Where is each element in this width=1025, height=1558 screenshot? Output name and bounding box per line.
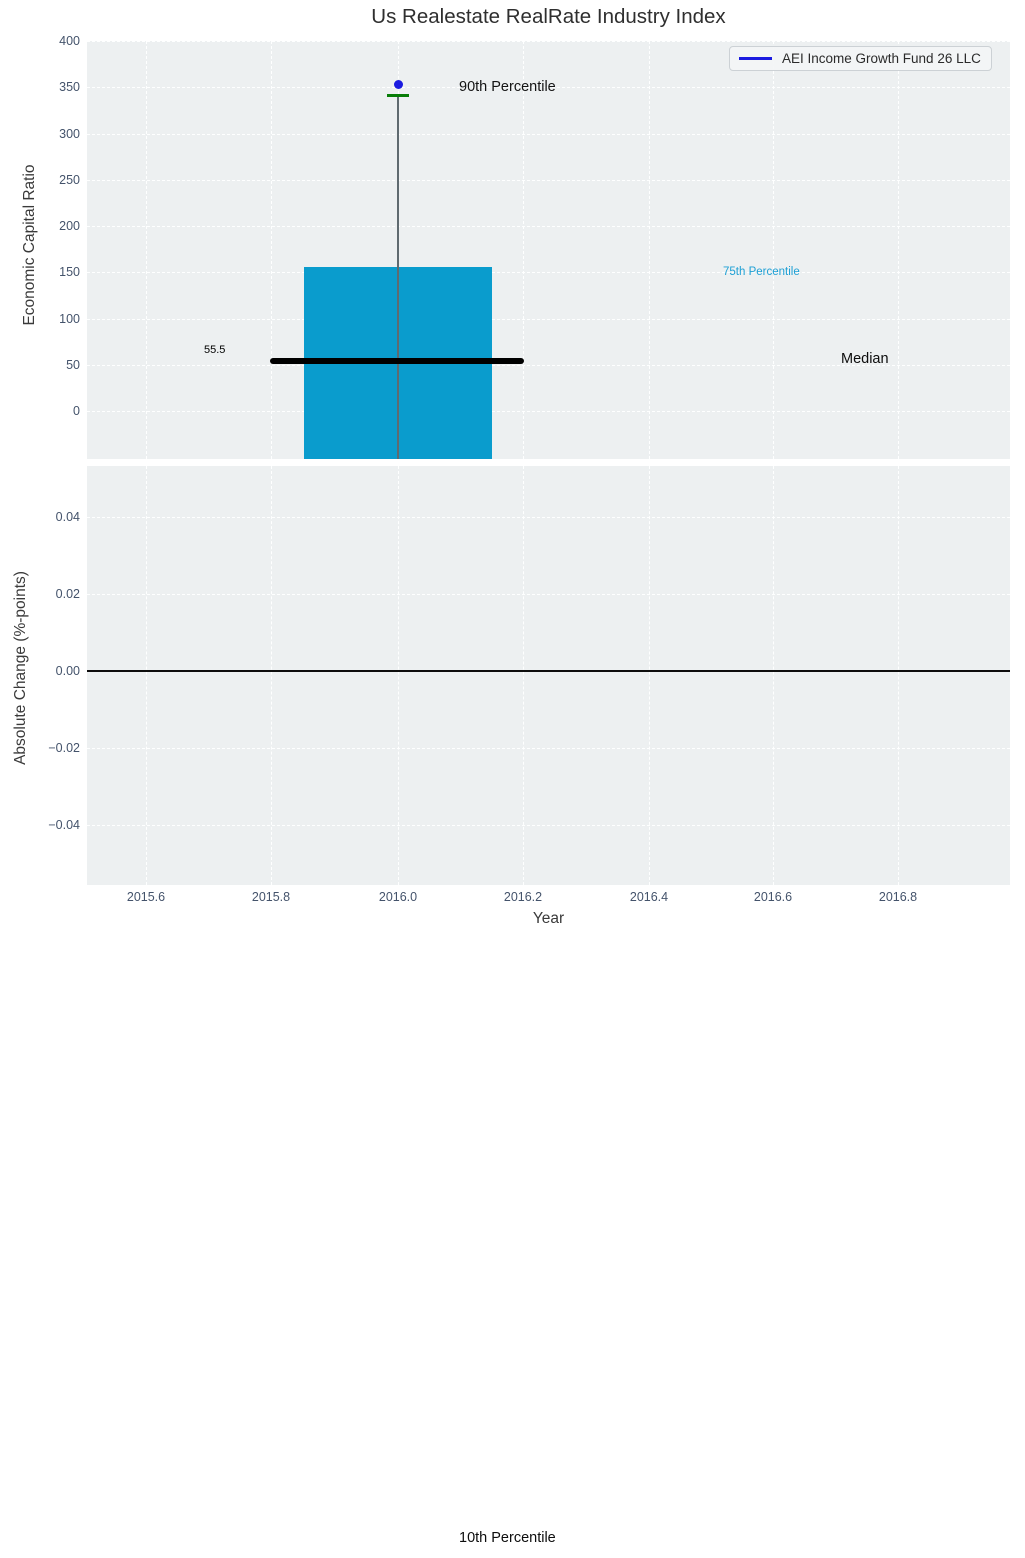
- median-line: [270, 358, 524, 364]
- y-tick-label: 50: [66, 358, 80, 372]
- x-tick-label: 2016.8: [878, 890, 918, 904]
- y-tick-label: 300: [59, 127, 80, 141]
- y-tick-label: 150: [59, 265, 80, 279]
- x-axis-label: Year: [532, 910, 565, 927]
- legend: AEI Income Growth Fund 26 LLC: [729, 46, 992, 71]
- y-tick-label: 0.02: [55, 587, 80, 601]
- x-tick-label: 2016.4: [629, 890, 669, 904]
- y-tick-label: 0.04: [55, 510, 80, 524]
- annotation-90th-percentile: 90th Percentile: [459, 79, 556, 95]
- y-tick-label: 400: [59, 34, 80, 48]
- y-tick-label: −0.04: [48, 818, 80, 832]
- fund-marker-dot: [394, 80, 403, 89]
- y-tick-label: 250: [59, 173, 80, 187]
- legend-label: AEI Income Growth Fund 26 LLC: [782, 51, 981, 66]
- y-axis-label-bottom: Absolute Change (%-points): [12, 571, 29, 765]
- p90-whisker-cap: [387, 94, 409, 97]
- whisker-line: [397, 95, 399, 459]
- y-tick-label: 100: [59, 312, 80, 326]
- bottom-plot-area: [87, 466, 1010, 885]
- y-tick-label: 350: [59, 80, 80, 94]
- y-tick-label: 0.00: [55, 664, 80, 678]
- legend-line-swatch: [739, 57, 772, 60]
- x-tick-label: 2016.0: [378, 890, 418, 904]
- y-tick-label: −0.02: [48, 741, 80, 755]
- y-axis-label-top: Economic Capital Ratio: [21, 164, 38, 326]
- annotation-75th-percentile: 75th Percentile: [723, 266, 800, 278]
- x-tick-label: 2015.6: [126, 890, 166, 904]
- chart-title: Us Realestate RealRate Industry Index: [371, 5, 726, 28]
- annotation-median-value: 55.5: [204, 344, 226, 356]
- zero-line: [87, 670, 1010, 672]
- y-tick-label: 200: [59, 219, 80, 233]
- annotation-median: Median: [841, 351, 889, 367]
- y-tick-label: 0: [73, 404, 80, 418]
- annotation-10th-percentile: 10th Percentile: [459, 1530, 556, 1546]
- x-tick-label: 2016.6: [753, 890, 793, 904]
- top-plot-area: [87, 41, 1010, 459]
- x-tick-label: 2015.8: [251, 890, 291, 904]
- x-tick-label: 2016.2: [503, 890, 543, 904]
